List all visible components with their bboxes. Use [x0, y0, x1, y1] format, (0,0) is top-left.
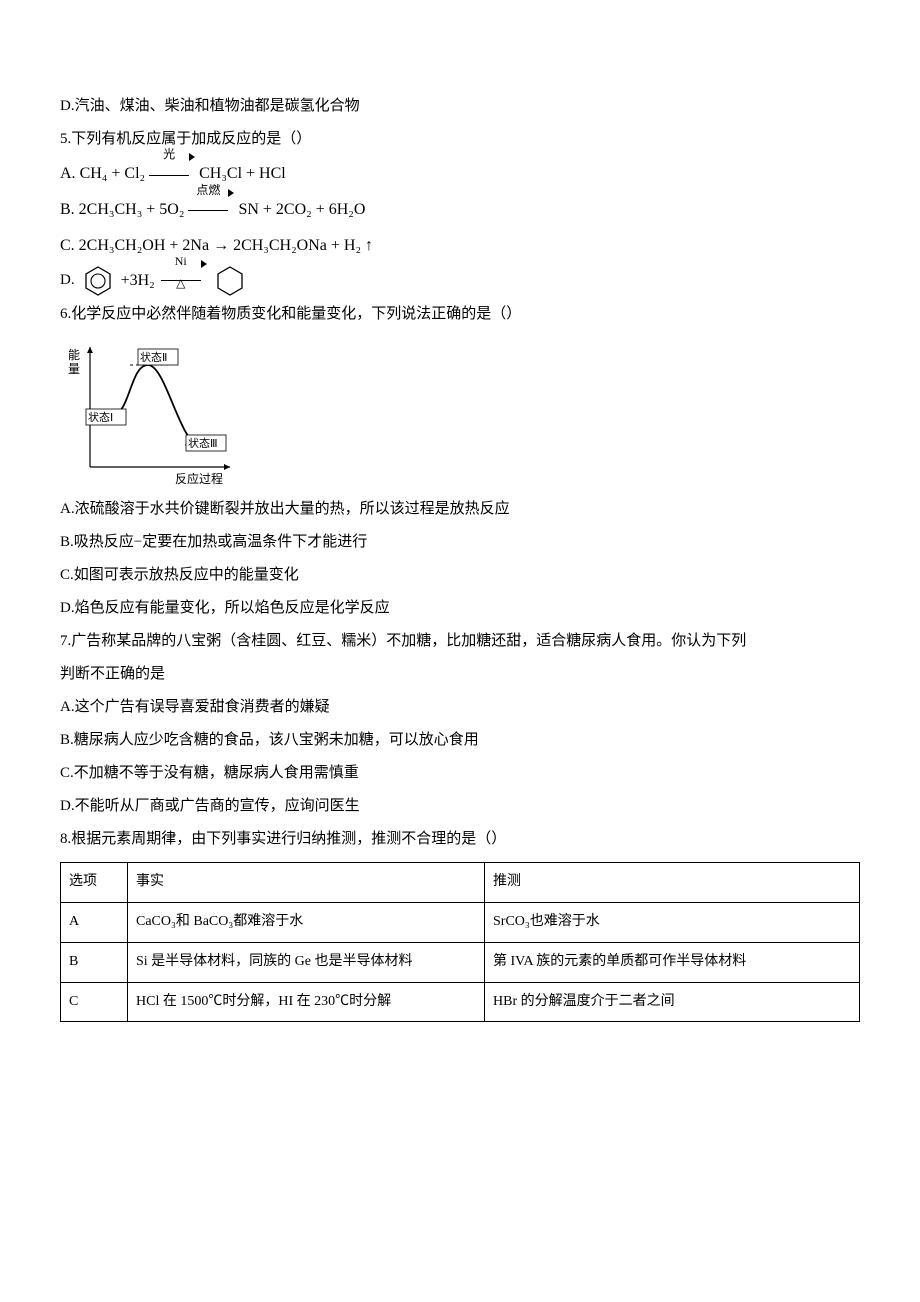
svg-text:状态Ⅰ: 状态Ⅰ: [88, 410, 113, 424]
q5-c-eqn: 2CH₃CH₂OH + 2Na → 2CH₃CH₂ONa + H₂ ↑: [79, 237, 373, 254]
svg-text:能: 能: [68, 348, 80, 362]
q5-d-cond-bot: △: [161, 270, 201, 296]
q7-option-b: B.糖尿病人应少吃含糖的食品，该八宝粥未加糖，可以放心食用: [60, 724, 860, 757]
q7-option-a: A.这个广告有误导喜爱甜食消费者的嫌疑: [60, 691, 860, 724]
q5-a-prefix: A.: [60, 165, 80, 182]
q6-stem: 6.化学反应中必然伴随着物质变化和能量变化，下列说法正确的是（）: [60, 298, 860, 331]
q5-a-cond: 光: [149, 141, 189, 167]
cyclohexane-icon: [213, 264, 247, 298]
q8-th-0: 选项: [61, 863, 128, 903]
q8-r2c2: HBr 的分解温度介于二者之间: [485, 982, 860, 1022]
q7-stem-line2: 判断不正确的是: [60, 658, 860, 691]
q6-option-b: B.吸热反应−定要在加热或高温条件下才能进行: [60, 526, 860, 559]
q8-r2c0: C: [61, 982, 128, 1022]
svg-text:量: 量: [68, 362, 80, 376]
table-header-row: 选项 事实 推测: [61, 863, 860, 903]
q5-a-lhs: CH₄ + Cl₂: [80, 165, 146, 182]
svg-text:状态Ⅲ: 状态Ⅲ: [188, 436, 218, 450]
q5-b-prefix: B.: [60, 201, 79, 218]
q5-option-b: B. 2CH₃CH₃ + 5O₂ 点燃 SN + 2CO₂ + 6H₂O: [60, 192, 860, 228]
q5-d-mid: +3H₂: [121, 263, 155, 298]
q8-stem: 8.根据元素周期律，由下列事实进行归纳推测，推测不合理的是（）: [60, 823, 860, 856]
q8-th-2: 推测: [485, 863, 860, 903]
table-row: A CaCO₃和 BaCO₃都难溶于水 SrCO₃也难溶于水: [61, 903, 860, 943]
q7-option-d: D.不能听从厂商或广告商的宣传，应询问医生: [60, 790, 860, 823]
q5-b-rhs: SN + 2CO₂ + 6H₂O: [238, 201, 365, 218]
benzene-icon: [81, 264, 115, 298]
q6-energy-diagram: 能量反应过程 状态Ⅱ 状态Ⅰ 状态Ⅲ: [60, 337, 860, 487]
q6-option-a: A.浓硫酸溶于水共价键断裂并放出大量的热，所以该过程是放热反应: [60, 493, 860, 526]
q8-r0c0: A: [61, 903, 128, 943]
q8-th-1: 事实: [128, 863, 485, 903]
q5-b-arrow: 点燃: [188, 193, 234, 228]
q8-r1c1: Si 是半导体材料，同族的 Ge 也是半导体材料: [128, 942, 485, 982]
table-row: B Si 是半导体材料，同族的 Ge 也是半导体材料 第 IVA 族的元素的单质…: [61, 942, 860, 982]
q8-r0c1: CaCO₃和 BaCO₃都难溶于水: [128, 903, 485, 943]
q8-r1c2: 第 IVA 族的元素的单质都可作半导体材料: [485, 942, 860, 982]
q8-r2c1: HCl 在 1500℃时分解，HI 在 230℃时分解: [128, 982, 485, 1022]
q6-option-d: D.焰色反应有能量变化，所以焰色反应是化学反应: [60, 592, 860, 625]
q7-option-c: C.不加糖不等于没有糖，糖尿病人食用需慎重: [60, 757, 860, 790]
q4-option-d: D.汽油、煤油、柴油和植物油都是碳氢化合物: [60, 90, 860, 123]
q6-option-c: C.如图可表示放热反应中的能量变化: [60, 559, 860, 592]
q8-r1c0: B: [61, 942, 128, 982]
svg-text:反应过程: 反应过程: [175, 471, 223, 486]
q5-d-prefix: D.: [60, 264, 75, 297]
q7-stem-line1: 7.广告称某品牌的八宝粥（含桂圆、红豆、糯米）不加糖，比加糖还甜，适合糖尿病人食…: [60, 625, 860, 658]
q5-option-d: D. +3H₂ Ni △: [60, 263, 860, 298]
q5-option-a: A. CH₄ + Cl₂ 光 CH₃Cl + HCl: [60, 156, 860, 192]
q8-table: 选项 事实 推测 A CaCO₃和 BaCO₃都难溶于水 SrCO₃也难溶于水 …: [60, 862, 860, 1022]
q5-b-cond: 点燃: [188, 177, 228, 203]
q5-d-arrow: Ni △: [161, 264, 207, 297]
svg-text:状态Ⅱ: 状态Ⅱ: [140, 350, 167, 364]
q5-b-lhs: 2CH₃CH₃ + 5O₂: [79, 201, 185, 218]
table-row: C HCl 在 1500℃时分解，HI 在 230℃时分解 HBr 的分解温度介…: [61, 982, 860, 1022]
q5-c-prefix: C.: [60, 237, 79, 254]
q8-r0c2: SrCO₃也难溶于水: [485, 903, 860, 943]
